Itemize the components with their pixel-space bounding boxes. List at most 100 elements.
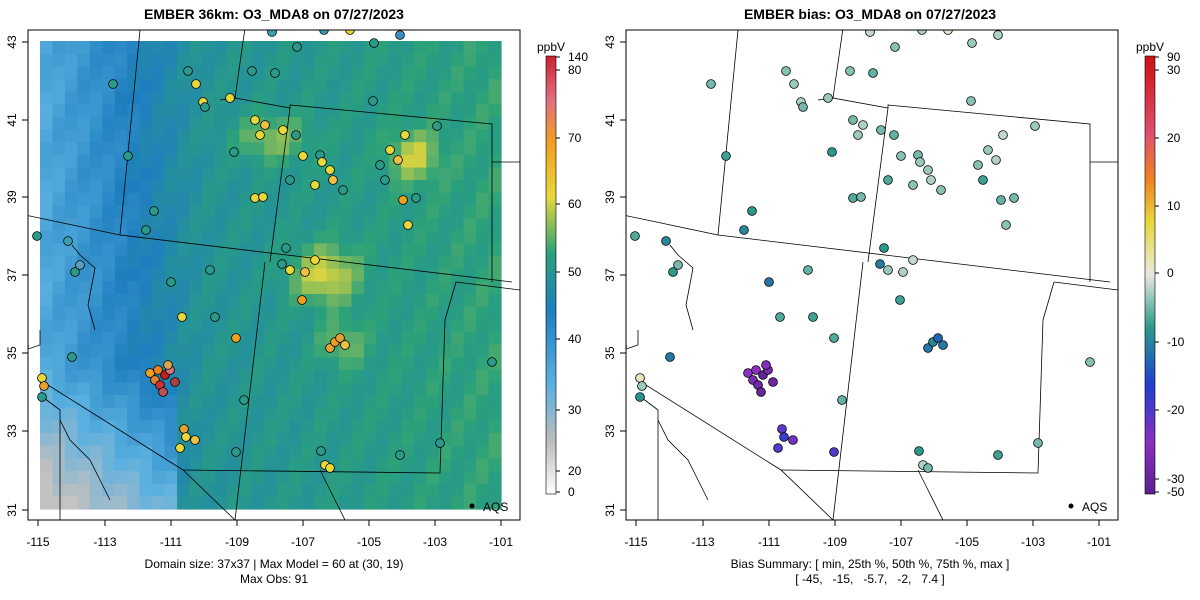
aqs-station-marker	[225, 93, 235, 103]
model-cell	[339, 395, 353, 409]
model-cell	[152, 180, 166, 194]
model-cell	[164, 218, 178, 232]
aqs-station-marker	[170, 377, 180, 387]
model-cell	[226, 230, 240, 244]
model-cell	[339, 407, 353, 422]
model-cell	[102, 458, 116, 472]
model-cell	[314, 357, 328, 371]
model-cell	[64, 281, 78, 295]
model-cell	[89, 116, 103, 131]
model-cell	[52, 268, 66, 282]
model-cell	[139, 420, 153, 434]
model-cell	[226, 433, 240, 447]
aqs-station-marker	[325, 165, 335, 175]
model-cell	[339, 66, 353, 80]
model-cell	[488, 306, 502, 320]
colorbar-tick-label: 0	[1167, 266, 1174, 280]
model-cell	[438, 53, 452, 67]
model-cell	[177, 471, 191, 485]
model-cell	[251, 142, 265, 156]
model-cell	[64, 483, 78, 497]
model-cell	[226, 458, 240, 472]
model-cell	[189, 471, 203, 485]
model-cell	[89, 268, 103, 282]
model-cell	[239, 205, 253, 219]
model-cell	[426, 420, 440, 434]
model-cell	[413, 496, 427, 510]
model-cell	[476, 218, 490, 232]
state-border	[832, 261, 864, 520]
model-cell	[77, 471, 91, 485]
model-cell	[127, 395, 141, 409]
colorbar-tick-label: 70	[568, 131, 582, 145]
model-cell	[189, 445, 203, 460]
model-cell	[451, 306, 465, 320]
model-cell	[40, 445, 54, 460]
aqs-station-marker	[75, 260, 85, 270]
model-cell	[139, 41, 153, 55]
model-cell	[201, 192, 216, 207]
model-cell	[276, 78, 290, 93]
aqs-station-marker	[153, 365, 163, 375]
model-cell	[376, 78, 390, 93]
model-cell	[177, 243, 191, 257]
model-cell	[52, 91, 66, 105]
model-cell	[152, 319, 166, 333]
state-border	[637, 394, 659, 520]
model-cell	[301, 395, 315, 409]
model-cell	[326, 192, 340, 207]
model-cell	[40, 142, 54, 156]
model-cell	[102, 331, 116, 346]
model-cell	[476, 142, 490, 156]
model-cell	[339, 496, 353, 510]
model-cell	[64, 420, 78, 434]
model-cell	[40, 407, 54, 422]
colorbar-ramp	[545, 55, 557, 495]
model-cell	[102, 395, 116, 409]
model-cell	[77, 420, 91, 434]
model-cell	[177, 91, 191, 105]
model-cell	[164, 243, 178, 257]
model-cell	[139, 407, 153, 422]
model-cell	[114, 458, 128, 472]
model-cell	[226, 104, 240, 118]
model-cell	[426, 471, 440, 485]
model-cell	[401, 458, 415, 472]
model-cell	[189, 319, 203, 333]
model-cell	[152, 78, 166, 93]
model-cell	[251, 433, 265, 447]
y-tick-label: 33	[5, 424, 19, 438]
model-cell	[139, 382, 153, 396]
model-cell	[127, 471, 141, 485]
model-cell	[339, 230, 353, 244]
bias-station-marker	[865, 30, 875, 37]
model-cell	[139, 293, 153, 308]
model-cell	[363, 281, 378, 295]
model-cell	[152, 331, 166, 346]
model-cell	[289, 142, 303, 156]
model-cell	[127, 445, 141, 460]
bias-station-marker	[938, 340, 948, 350]
model-cell	[214, 142, 228, 156]
model-cell	[177, 104, 191, 118]
model-cell	[376, 293, 390, 308]
state-border	[626, 330, 639, 350]
model-cell	[351, 344, 365, 358]
model-cell	[276, 496, 290, 510]
model-cell	[314, 319, 328, 333]
model-cell	[351, 458, 365, 472]
model-cell	[276, 458, 290, 472]
model-cell	[114, 167, 128, 181]
model-cell	[201, 281, 216, 295]
model-cell	[376, 41, 390, 55]
model-cell	[264, 407, 278, 422]
model-cell	[314, 268, 328, 282]
model-cell	[251, 357, 265, 371]
model-cell	[363, 344, 378, 358]
model-cell	[139, 205, 153, 219]
model-cell	[64, 142, 78, 156]
model-cell	[276, 483, 290, 497]
model-cell	[40, 433, 54, 447]
model-cell	[401, 205, 415, 219]
